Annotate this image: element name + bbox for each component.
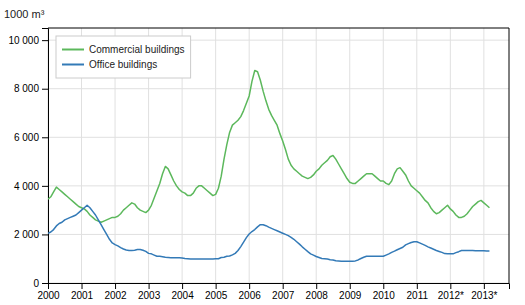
plot-frame bbox=[509, 28, 510, 283]
x-tick: 2003 bbox=[138, 283, 161, 301]
y-axis: 0 2 000 4 000 6 000 8 000 10 000 bbox=[8, 29, 48, 289]
y-tick-label: 8 000 bbox=[14, 83, 39, 94]
y-tick-label: 6 000 bbox=[14, 132, 39, 143]
x-tick-label: 2003 bbox=[138, 290, 161, 301]
series-group bbox=[48, 71, 489, 262]
x-tick-label: 2007 bbox=[272, 290, 295, 301]
y-tick: 4 000 bbox=[14, 181, 48, 192]
y-tick-label: 2 000 bbox=[14, 229, 39, 240]
x-tick: 2008 bbox=[306, 283, 329, 301]
y-tick: 8 000 bbox=[14, 83, 48, 94]
x-tick-label: 2009 bbox=[339, 290, 362, 301]
x-tick-mark bbox=[450, 283, 451, 289]
x-grid-line bbox=[383, 28, 384, 283]
x-grid-line bbox=[215, 28, 216, 283]
x-tick-mark bbox=[316, 283, 317, 289]
y-tick-mark bbox=[42, 40, 48, 41]
y-tick-mark bbox=[42, 137, 48, 138]
x-tick-mark bbox=[182, 283, 183, 289]
y-grid-line bbox=[48, 88, 509, 89]
series-line bbox=[48, 205, 489, 261]
legend-label: Office buildings bbox=[89, 59, 157, 70]
legend-item: Commercial buildings bbox=[62, 44, 185, 55]
x-tick: 2005 bbox=[205, 283, 228, 301]
x-tick: 2006 bbox=[239, 283, 262, 301]
grid bbox=[48, 28, 509, 283]
x-tick-label: 2011 bbox=[407, 290, 429, 301]
y-grid-line bbox=[48, 234, 509, 235]
legend-label: Commercial buildings bbox=[89, 44, 185, 55]
x-tick: 2010 bbox=[373, 283, 396, 301]
x-tick: 2002 bbox=[104, 283, 127, 301]
x-grid-line bbox=[316, 28, 317, 283]
y-tick-label: 10 000 bbox=[8, 35, 39, 46]
x-tick-label: 2005 bbox=[205, 290, 228, 301]
x-tick-mark bbox=[417, 283, 418, 289]
chart: 2000 2001 2002 2003 2004 2005 2006 2007 2008 2009… bbox=[0, 0, 525, 305]
y-tick-label: 0 bbox=[33, 278, 39, 289]
y-grid-line bbox=[48, 185, 509, 186]
y-tick: 6 000 bbox=[14, 132, 48, 143]
y-tick-mark bbox=[42, 283, 48, 284]
y-tick-mark bbox=[42, 186, 48, 187]
x-tick-mark bbox=[82, 283, 83, 289]
x-grid-line bbox=[483, 28, 484, 283]
x-tick-label: 2010 bbox=[373, 290, 396, 301]
x-tick: 2001 bbox=[71, 283, 94, 301]
plot-area: 2000 2001 2002 2003 2004 2005 2006 2007 2008 2009… bbox=[8, 28, 509, 301]
x-grid-line bbox=[282, 28, 283, 283]
x-tick-mark bbox=[484, 283, 485, 289]
y-axis-label: 1000 m³ bbox=[4, 8, 45, 20]
y-tick-mark bbox=[42, 234, 48, 235]
x-tick-mark bbox=[216, 283, 217, 289]
x-tick-label: 2008 bbox=[306, 290, 329, 301]
series-line bbox=[48, 71, 489, 223]
x-tick-mark bbox=[350, 283, 351, 289]
x-tick: 2000 bbox=[37, 283, 60, 301]
legend-item: Office buildings bbox=[62, 59, 157, 70]
x-tick-label: 2000 bbox=[37, 290, 60, 301]
x-tick-mark bbox=[283, 283, 284, 289]
x-tick: 2011 bbox=[407, 283, 429, 301]
x-grid-line bbox=[416, 28, 417, 283]
x-axis-line bbox=[49, 284, 510, 290]
x-tick: 2013* bbox=[471, 283, 497, 301]
y-tick: 0 bbox=[33, 278, 48, 289]
y-tick: 10 000 bbox=[8, 35, 48, 46]
y-tick: 2 000 bbox=[14, 229, 48, 240]
x-tick-label: 2013* bbox=[471, 290, 497, 301]
x-tick-mark bbox=[115, 283, 116, 289]
x-tick-mark bbox=[383, 283, 384, 289]
x-tick-label: 2001 bbox=[71, 290, 94, 301]
y-tick-label: 4 000 bbox=[14, 181, 39, 192]
x-axis: 2000 2001 2002 2003 2004 2005 2006 2007 2008 2009… bbox=[37, 283, 509, 301]
x-tick: 2009 bbox=[339, 283, 362, 301]
x-tick: 2004 bbox=[171, 283, 194, 301]
x-grid-line bbox=[349, 28, 350, 283]
x-tick-label: 2006 bbox=[239, 290, 262, 301]
y-axis-line bbox=[42, 29, 49, 284]
y-grid-line bbox=[48, 137, 509, 138]
x-tick-label: 2002 bbox=[104, 290, 127, 301]
x-tick-label: 2012* bbox=[438, 290, 464, 301]
x-tick: 2012* bbox=[438, 283, 464, 301]
legend: Commercial buildings Office buildings bbox=[56, 36, 191, 78]
x-tick-mark bbox=[249, 283, 250, 289]
legend-swatch bbox=[62, 49, 84, 51]
x-grid-line bbox=[249, 28, 250, 283]
x-grid-line bbox=[450, 28, 451, 283]
legend-box bbox=[56, 36, 191, 78]
legend-swatch bbox=[62, 64, 84, 66]
x-tick: 2007 bbox=[272, 283, 295, 301]
y-tick-mark bbox=[42, 89, 48, 90]
plot-frame bbox=[48, 28, 509, 29]
x-tick-mark bbox=[149, 283, 150, 289]
x-tick-label: 2004 bbox=[171, 290, 194, 301]
